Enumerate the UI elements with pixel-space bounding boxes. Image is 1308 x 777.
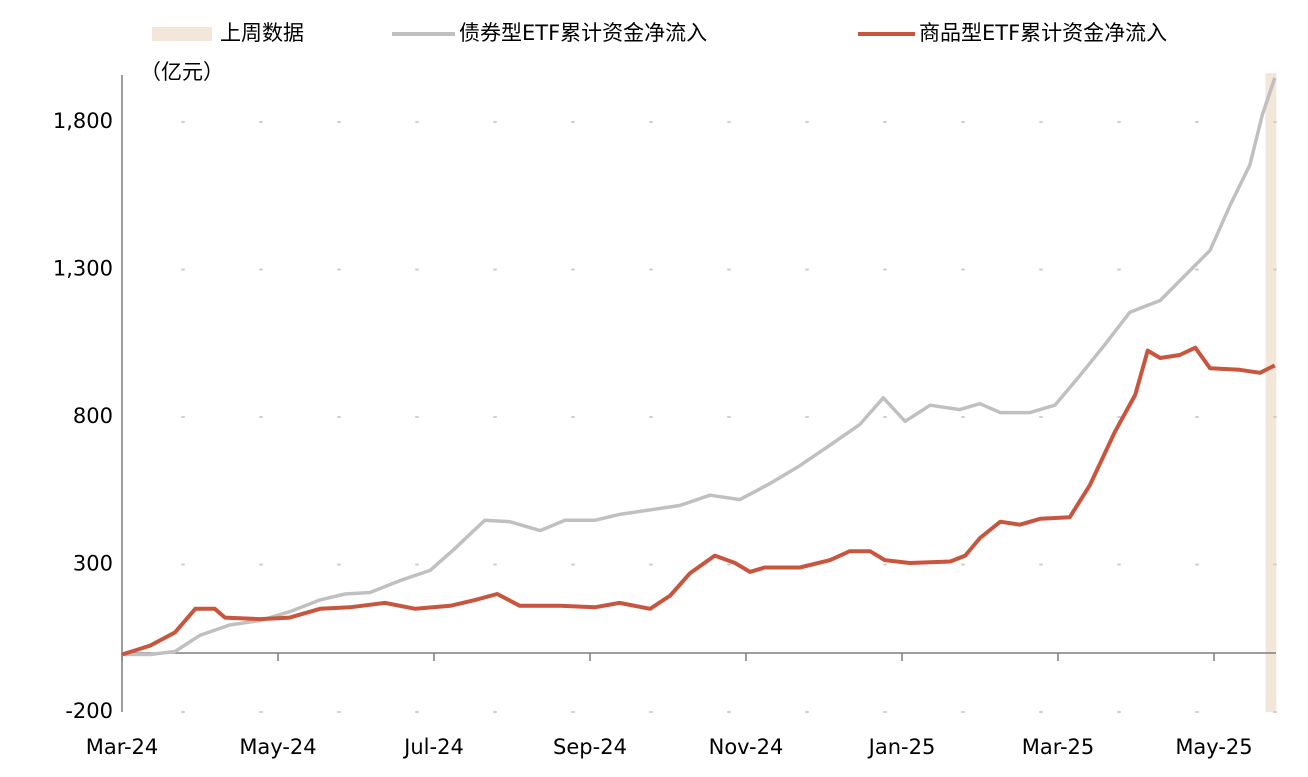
data-line <box>122 77 1277 657</box>
y-tick-label: 800 <box>73 404 113 428</box>
highlight-band <box>1265 73 1277 712</box>
y-tick-label: -200 <box>65 699 113 723</box>
x-tick-label: May-25 <box>1175 735 1252 759</box>
x-tick-label: Nov-24 <box>709 735 784 759</box>
x-tick-label: Mar-25 <box>1022 735 1095 759</box>
legend-label: 债券型ETF累计资金净流入 <box>459 21 707 45</box>
legend-label: 商品型ETF累计资金净流入 <box>919 21 1167 45</box>
x-tick-label: Jan-25 <box>867 735 936 759</box>
y-tick-label: 300 <box>73 552 113 576</box>
legend-label: 上周数据 <box>220 21 304 45</box>
y-tick-label: 1,800 <box>53 109 113 133</box>
x-tick-label: Sep-24 <box>553 735 627 759</box>
x-tick-label: Mar-24 <box>86 735 159 759</box>
legend-swatch <box>152 27 212 41</box>
y-tick-label: 1,300 <box>53 257 113 281</box>
data-line <box>121 345 1276 657</box>
y-unit: （亿元） <box>140 60 224 84</box>
x-tick-label: May-24 <box>239 735 316 759</box>
x-tick-label: Jul-24 <box>402 735 464 759</box>
